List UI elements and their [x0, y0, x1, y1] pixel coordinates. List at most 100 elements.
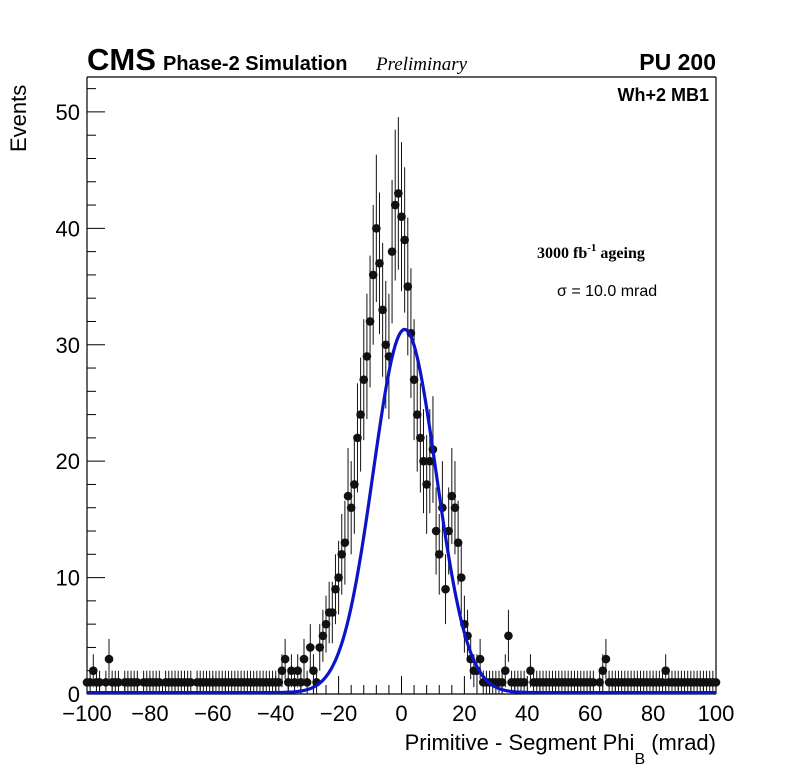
data-point — [343, 491, 353, 501]
x-tick-label: −40 — [257, 701, 294, 726]
y-tick-label: 0 — [68, 682, 80, 707]
ageing-sup: -1 — [587, 242, 596, 254]
data-point — [595, 678, 604, 687]
data-point — [85, 678, 95, 687]
data-point — [416, 433, 425, 443]
data-point — [419, 456, 428, 466]
data-point — [387, 247, 397, 256]
data-point — [500, 666, 510, 676]
data-point — [280, 654, 290, 664]
data-point — [133, 678, 142, 687]
data-point — [400, 235, 409, 245]
sigma-symbol: σ — [557, 283, 567, 300]
x-tick-label: 20 — [452, 701, 476, 726]
chamber-label: Wh+2 MB1 — [617, 85, 709, 105]
phase2-label: Phase-2 Simulation — [163, 53, 348, 75]
cms-label: CMS — [87, 42, 156, 77]
data-point — [365, 317, 375, 326]
data-point — [412, 410, 422, 419]
data-point — [305, 643, 315, 652]
data-point — [340, 538, 350, 547]
data-point — [447, 491, 457, 501]
data-point — [155, 678, 164, 687]
data-point — [296, 678, 306, 687]
data-point — [299, 654, 309, 664]
data-point — [453, 538, 463, 547]
data-point — [434, 550, 444, 559]
sigma-value: = 10.0 mrad — [567, 283, 657, 300]
data-point — [293, 666, 303, 676]
data-point — [456, 573, 466, 582]
preliminary-label: Preliminary — [375, 54, 468, 75]
x-tick-label: 0 — [395, 701, 407, 726]
data-point — [475, 654, 485, 664]
data-point — [101, 678, 111, 687]
data-point — [362, 352, 372, 361]
ageing-prefix: 3000 fb — [537, 245, 587, 262]
data-point — [104, 654, 114, 664]
data-point — [334, 573, 343, 582]
x-axis-title-unit: (mrad) — [645, 730, 716, 755]
x-axis-title: Primitive - Segment PhiB (mrad) — [405, 730, 716, 768]
data-point — [315, 643, 325, 652]
data-point — [711, 678, 721, 687]
ageing-label: 3000 fb-1 ageing — [537, 242, 645, 262]
data-point — [114, 678, 123, 687]
data-point — [504, 631, 513, 641]
data-point — [403, 282, 413, 291]
data-point — [601, 654, 611, 664]
data-point — [397, 212, 406, 221]
y-axis-title: Events — [6, 85, 31, 152]
y-tick-label: 50 — [56, 100, 80, 125]
x-tick-label: −80 — [131, 701, 168, 726]
x-tick-label: −100 — [62, 701, 112, 726]
data-point — [95, 678, 104, 687]
gaussian-fit-curve — [87, 327, 716, 695]
data-point — [372, 224, 381, 233]
x-tick-label: 40 — [515, 701, 539, 726]
data-points-group — [82, 189, 721, 687]
data-point — [425, 456, 435, 466]
data-point — [519, 678, 529, 687]
data-point — [277, 666, 287, 676]
data-point — [390, 200, 400, 210]
pileup-label: PU 200 — [639, 49, 716, 75]
data-point — [346, 503, 356, 513]
data-point — [661, 666, 670, 676]
y-tick-label: 40 — [56, 216, 80, 241]
x-tick-label: 80 — [641, 701, 665, 726]
x-tick-label: −60 — [194, 701, 231, 726]
x-tick-label: 60 — [578, 701, 602, 726]
y-tick-label: 30 — [56, 333, 80, 358]
x-axis-title-main: Primitive - Segment Phi — [405, 730, 635, 755]
y-tick-labels: 0 10 20 30 40 50 — [56, 100, 80, 707]
y-tick-label: 20 — [56, 449, 80, 474]
data-point — [283, 678, 293, 687]
data-point — [287, 666, 296, 676]
error-bars-group — [85, 117, 718, 695]
data-point — [431, 526, 441, 536]
data-point — [337, 550, 347, 559]
data-point — [381, 340, 391, 350]
data-point — [450, 503, 460, 513]
data-point — [331, 584, 340, 594]
data-point — [497, 678, 507, 687]
data-point — [658, 678, 667, 687]
x-tick-label: 100 — [698, 701, 735, 726]
y-tick-label: 10 — [56, 566, 80, 591]
data-point — [328, 608, 337, 617]
data-point — [378, 305, 387, 315]
data-point — [368, 270, 378, 280]
data-point — [441, 584, 450, 594]
data-point — [353, 433, 362, 443]
data-point — [589, 678, 598, 687]
data-point — [274, 678, 284, 687]
x-tick-label: −20 — [320, 701, 357, 726]
data-point — [394, 189, 403, 198]
data-point — [598, 666, 608, 676]
data-point — [88, 666, 98, 676]
x-tick-labels: −100 −80 −60 −40 −20 0 20 40 60 80 100 — [62, 701, 734, 726]
data-point — [409, 375, 419, 384]
